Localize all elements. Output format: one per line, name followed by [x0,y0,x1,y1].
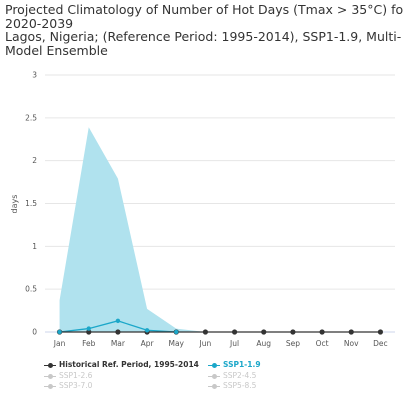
x-tick-label: May [168,339,184,348]
legend-marker-icon [44,382,56,390]
title-line-3: Lagos, Nigeria; (Reference Period: 1995-… [5,29,402,44]
y-tick-label: 1.5 [25,199,37,208]
legend-label: SSP1-2.6 [59,371,93,380]
legend-marker-icon [44,361,56,369]
historical-point [86,329,92,335]
legend-item-historical[interactable]: Historical Ref. Period, 1995-2014 [44,360,199,369]
historical-point [115,329,121,335]
x-tick-label: Apr [141,339,155,348]
x-tick-label: Jun [199,339,212,348]
x-tick-label: Jan [53,339,66,348]
legend-item-ssp5-8-5[interactable]: SSP5-8.5 [208,381,256,390]
ssp1-1-9-range-band [59,127,381,332]
title-line-4: Model Ensemble [5,42,108,58]
legend-label: SSP2-4.5 [223,371,257,380]
historical-point [290,329,296,335]
chart-title: Projected Climatology of Number of Hot D… [5,2,403,58]
legend-item-ssp1-2-6[interactable]: SSP1-2.6 [44,371,92,380]
title-line-2: 2020-2039 [5,15,74,31]
y-tick-label: 2.5 [25,113,37,122]
y-tick-label: 2 [32,156,37,165]
historical-point [261,329,267,335]
legend-item-ssp2-4-5[interactable]: SSP2-4.5 [208,371,256,380]
ssp1-1-9-point [115,318,121,324]
y-axis-ticks: 0 0.5 1 1.5 2 2.5 3 [25,71,37,337]
ssp1-1-9-point [144,328,150,333]
x-tick-label: Sep [286,339,300,348]
historical-point [319,329,325,335]
title-line-1: Projected Climatology of Number of Hot D… [5,2,403,17]
x-axis-ticks: Jan Feb Mar Apr May Jun Jul Aug Sep Oct Nov Dec [53,339,388,348]
y-tick-label: 3 [32,71,37,80]
historical-point [348,329,354,335]
ssp1-1-9-point [86,326,91,331]
y-axis-label: days [10,195,19,214]
ssp1-1-9-point [57,329,62,335]
x-tick-label: Aug [256,339,271,348]
legend-label: Historical Ref. Period, 1995-2014 [59,360,199,369]
legend-item-ssp3-7-0[interactable]: SSP3-7.0 [44,381,92,390]
ssp1-1-9-point [174,329,179,335]
legend-marker-icon [208,361,220,369]
historical-point [202,329,209,335]
x-tick-label: Feb [82,339,96,348]
range-band-layer [59,127,381,332]
historical-point [231,329,238,335]
x-tick-label: Mar [111,339,126,348]
x-tick-label: Oct [316,339,329,348]
series-points-layer [56,318,384,335]
y-tick-label: 0.5 [25,285,37,294]
historical-point [377,329,384,335]
y-tick-label: 1 [32,242,37,251]
x-tick-label: Jul [229,339,239,348]
legend-item-ssp1-1-9[interactable]: SSP1-1.9 [208,360,261,369]
legend-marker-icon [208,382,220,390]
y-tick-label: 0 [32,328,37,337]
x-tick-label: Nov [344,339,359,348]
legend-label: SSP3-7.0 [59,381,93,390]
legend-label: SSP5-8.5 [223,381,257,390]
legend-marker-icon [44,372,56,380]
legend-marker-icon [208,372,220,380]
x-tick-label: Dec [373,339,388,348]
legend-label: SSP1-1.9 [223,360,261,369]
